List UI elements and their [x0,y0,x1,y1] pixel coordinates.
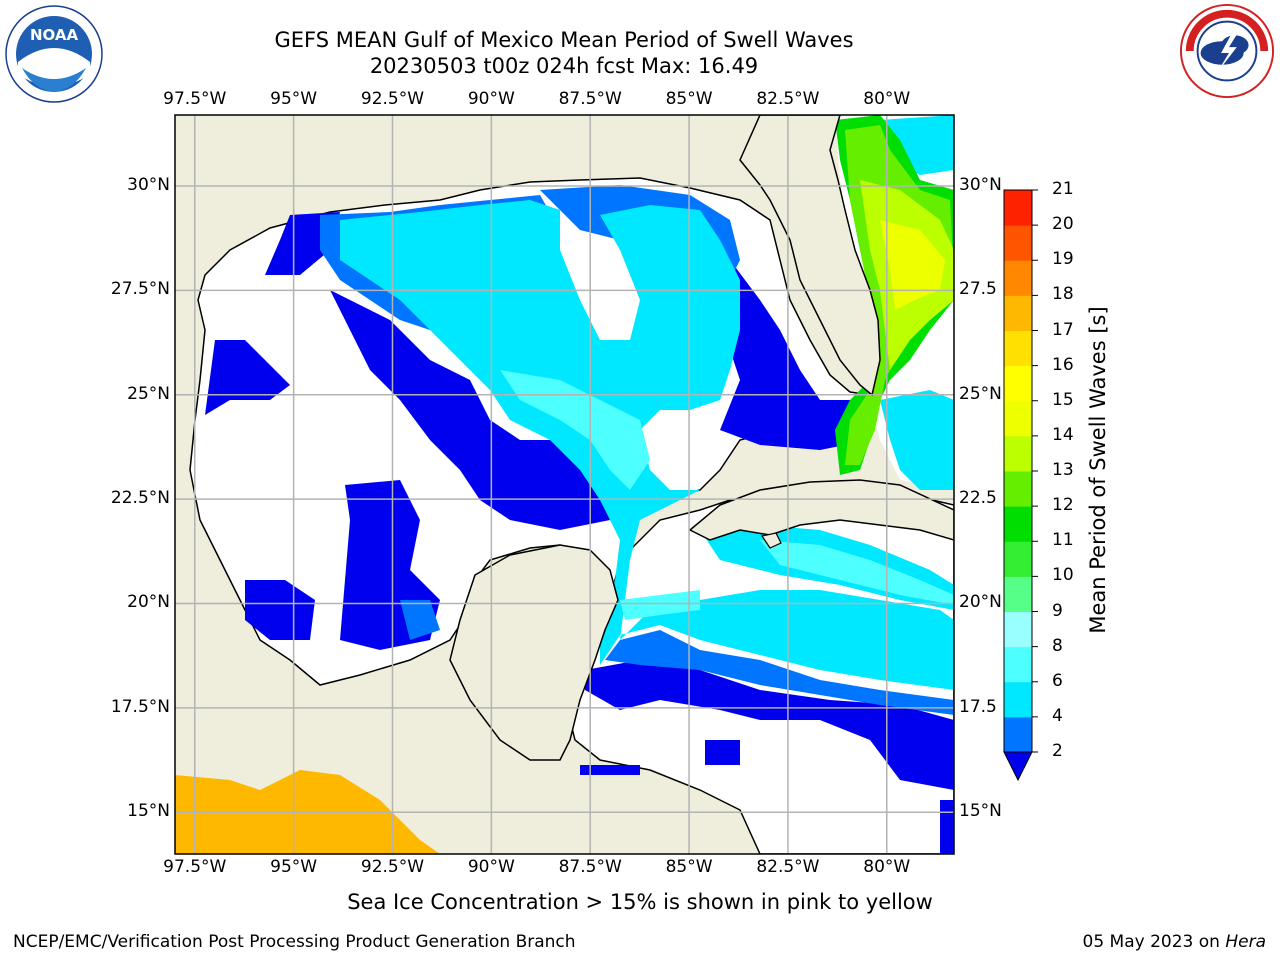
lon-tick-bottom: 82.5°W [756,857,820,877]
colorbar-segment [1004,225,1032,261]
lon-tick-top: 90°W [467,89,515,109]
chart-title: GEFS MEAN Gulf of Mexico Mean Period of … [274,28,854,52]
sea-ice-caption: Sea Ice Concentration > 15% is shown in … [347,890,933,914]
lon-tick-top: 87.5°W [558,89,622,109]
colorbar-segment [1004,506,1032,542]
noaa-logo-text: NOAA [30,26,79,44]
lat-tick-left: 17.5°N [110,696,170,717]
colorbar-tick-label: 10 [1052,565,1074,586]
nws-logo [1179,3,1275,99]
colorbar-segment [1004,681,1032,718]
colorbar [1003,189,1038,782]
lon-tick-top: 95°W [270,89,318,109]
colorbar-extend-low [1003,751,1033,782]
colorbar-segment [1004,330,1032,367]
colorbar-segment [1004,646,1032,683]
footer-host: Hera [1225,932,1266,952]
chart-subtitle: 20230503 t00z 024h fcst Max: 16.49 [369,54,759,78]
colorbar-tick-label: 9 [1052,600,1063,621]
colorbar-segment [1004,260,1032,296]
map-field [175,115,954,854]
cuba [688,479,954,541]
colorbar-tick-label: 15 [1052,389,1074,410]
noaa-logo: NOAA [5,5,103,103]
lon-tick-top: 85°W [665,89,713,109]
lat-tick-left: 30°N [127,174,170,195]
colorbar-tick-label: 17 [1052,319,1074,340]
colorbar-tick-label: 4 [1052,705,1063,726]
colorbar-tick-label: 6 [1052,670,1063,691]
colorbar-segment [1004,611,1032,648]
lat-tick-left: 15°N [127,801,170,822]
colorbar-segment [1004,716,1032,753]
colorbar-tick-label: 14 [1052,424,1074,445]
lat-tick-right: 20°N [959,592,1002,613]
colorbar-tick-label: 8 [1052,635,1063,656]
isla-juventud [761,532,782,549]
lon-tick-top: 97.5°W [163,89,227,109]
colorbar-tick-label: 19 [1052,249,1074,270]
lat-tick-right: 25°N [959,383,1002,404]
footer-date: 05 May 2023 on Hera [1083,932,1267,952]
colorbar-segment [1004,576,1032,612]
lat-tick-left: 25°N [127,383,170,404]
colorbar-segment [1004,295,1032,331]
colorbar-segment [1004,400,1032,437]
lon-tick-bottom: 97.5°W [163,857,227,877]
lat-tick-left: 20°N [127,592,170,613]
gridlines [175,115,954,854]
lat-tick-right: 30°N [959,174,1002,195]
lon-tick-bottom: 90°W [467,857,515,877]
colorbar-tick-label: 18 [1052,284,1074,305]
lon-tick-bottom: 87.5°W [558,857,622,877]
lon-tick-top: 80°W [863,89,911,109]
lat-tick-left: 27.5°N [110,279,170,300]
swell-band-6 [500,370,954,620]
colorbar-segment [1004,365,1032,402]
colorbar-tick-label: 21 [1052,179,1074,199]
colorbar-tick-label: 13 [1052,460,1074,480]
footer-date-text: 05 May 2023 on [1082,932,1226,952]
swell-band-low [205,212,954,854]
colorbar-segment [1004,435,1032,472]
lon-tick-bottom: 85°W [665,857,713,877]
lat-tick-right: 27.5 [959,279,997,300]
lon-tick-bottom: 95°W [270,857,318,877]
colorbar-tick-label: 12 [1052,495,1074,516]
map-frame [174,114,955,855]
lat-tick-left: 22.5°N [110,488,170,509]
lon-tick-bottom: 80°W [863,857,911,877]
colorbar-segment [1004,471,1032,507]
colorbar-segment [1004,190,1032,226]
colorbar-tick-label: 11 [1052,530,1074,551]
footer-credit: NCEP/EMC/Verification Post Processing Pr… [13,932,576,952]
colorbar-segment [1004,541,1032,577]
colorbar-tick-label: 16 [1052,354,1074,375]
lon-tick-top: 82.5°W [756,89,820,109]
colorbar-tick-label: 20 [1052,214,1074,235]
lon-tick-bottom: 92.5°W [360,857,425,877]
colorbar-title: Mean Period of Swell Waves [s] [1086,306,1110,634]
lat-tick-right: 15°N [959,801,1002,822]
lon-tick-top: 92.5°W [360,89,425,109]
lat-tick-right: 17.5 [959,696,997,717]
colorbar-tick-label: 2 [1052,741,1063,761]
lat-tick-right: 22.5 [959,488,997,509]
